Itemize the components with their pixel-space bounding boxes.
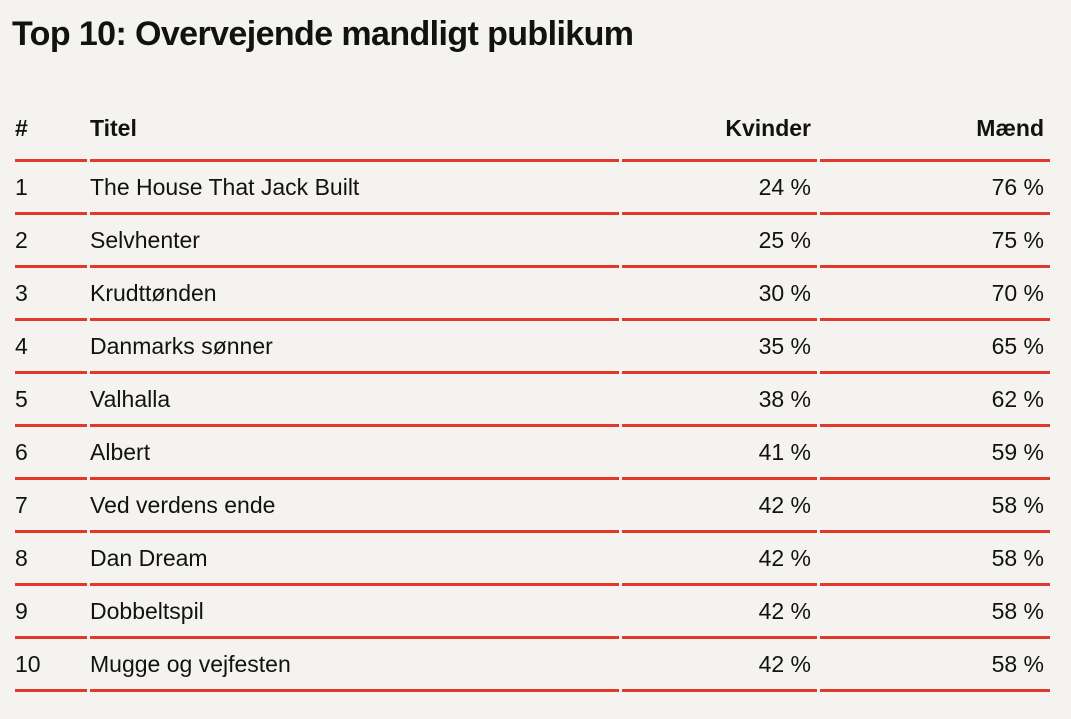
- rank-cell: 7: [15, 480, 87, 533]
- table-row: 1 The House That Jack Built 24 % 76 %: [15, 162, 1050, 215]
- titel-cell: Dan Dream: [90, 533, 619, 586]
- titel-cell: The House That Jack Built: [90, 162, 619, 215]
- kvinder-cell: 25 %: [622, 215, 817, 268]
- col-header-kvinder: Kvinder: [622, 114, 817, 162]
- rank-cell: 4: [15, 321, 87, 374]
- kvinder-cell: 38 %: [622, 374, 817, 427]
- maend-cell: 75 %: [820, 215, 1050, 268]
- col-header-titel: Titel: [90, 114, 619, 162]
- rank-cell: 2: [15, 215, 87, 268]
- table-header-row: # Titel Kvinder Mænd: [15, 114, 1050, 162]
- kvinder-cell: 35 %: [622, 321, 817, 374]
- table-row: 8 Dan Dream 42 % 58 %: [15, 533, 1050, 586]
- titel-cell: Danmarks sønner: [90, 321, 619, 374]
- rank-cell: 8: [15, 533, 87, 586]
- rank-cell: 5: [15, 374, 87, 427]
- rank-cell: 1: [15, 162, 87, 215]
- maend-cell: 70 %: [820, 268, 1050, 321]
- kvinder-cell: 41 %: [622, 427, 817, 480]
- table-row: 9 Dobbeltspil 42 % 58 %: [15, 586, 1050, 639]
- page-title: Top 10: Overvejende mandligt publikum: [12, 15, 634, 53]
- maend-cell: 58 %: [820, 533, 1050, 586]
- rank-cell: 10: [15, 639, 87, 692]
- table-body: 1 The House That Jack Built 24 % 76 % 2 …: [15, 162, 1050, 692]
- table-row: 2 Selvhenter 25 % 75 %: [15, 215, 1050, 268]
- kvinder-cell: 42 %: [622, 533, 817, 586]
- table-row: 3 Krudttønden 30 % 70 %: [15, 268, 1050, 321]
- titel-cell: Mugge og vejfesten: [90, 639, 619, 692]
- rank-cell: 9: [15, 586, 87, 639]
- titel-cell: Krudttønden: [90, 268, 619, 321]
- table-row: 6 Albert 41 % 59 %: [15, 427, 1050, 480]
- rank-cell: 6: [15, 427, 87, 480]
- maend-cell: 65 %: [820, 321, 1050, 374]
- table-row: 10 Mugge og vejfesten 42 % 58 %: [15, 639, 1050, 692]
- titel-cell: Selvhenter: [90, 215, 619, 268]
- maend-cell: 58 %: [820, 586, 1050, 639]
- kvinder-cell: 24 %: [622, 162, 817, 215]
- table-row: 7 Ved verdens ende 42 % 58 %: [15, 480, 1050, 533]
- maend-cell: 58 %: [820, 639, 1050, 692]
- titel-cell: Ved verdens ende: [90, 480, 619, 533]
- kvinder-cell: 42 %: [622, 480, 817, 533]
- maend-cell: 76 %: [820, 162, 1050, 215]
- top10-table: # Titel Kvinder Mænd 1 The House That Ja…: [12, 114, 1053, 692]
- maend-cell: 62 %: [820, 374, 1050, 427]
- kvinder-cell: 42 %: [622, 639, 817, 692]
- col-header-rank: #: [15, 114, 87, 162]
- kvinder-cell: 30 %: [622, 268, 817, 321]
- table-row: 4 Danmarks sønner 35 % 65 %: [15, 321, 1050, 374]
- col-header-maend: Mænd: [820, 114, 1050, 162]
- maend-cell: 59 %: [820, 427, 1050, 480]
- titel-cell: Albert: [90, 427, 619, 480]
- rank-cell: 3: [15, 268, 87, 321]
- titel-cell: Dobbeltspil: [90, 586, 619, 639]
- table-row: 5 Valhalla 38 % 62 %: [15, 374, 1050, 427]
- kvinder-cell: 42 %: [622, 586, 817, 639]
- titel-cell: Valhalla: [90, 374, 619, 427]
- maend-cell: 58 %: [820, 480, 1050, 533]
